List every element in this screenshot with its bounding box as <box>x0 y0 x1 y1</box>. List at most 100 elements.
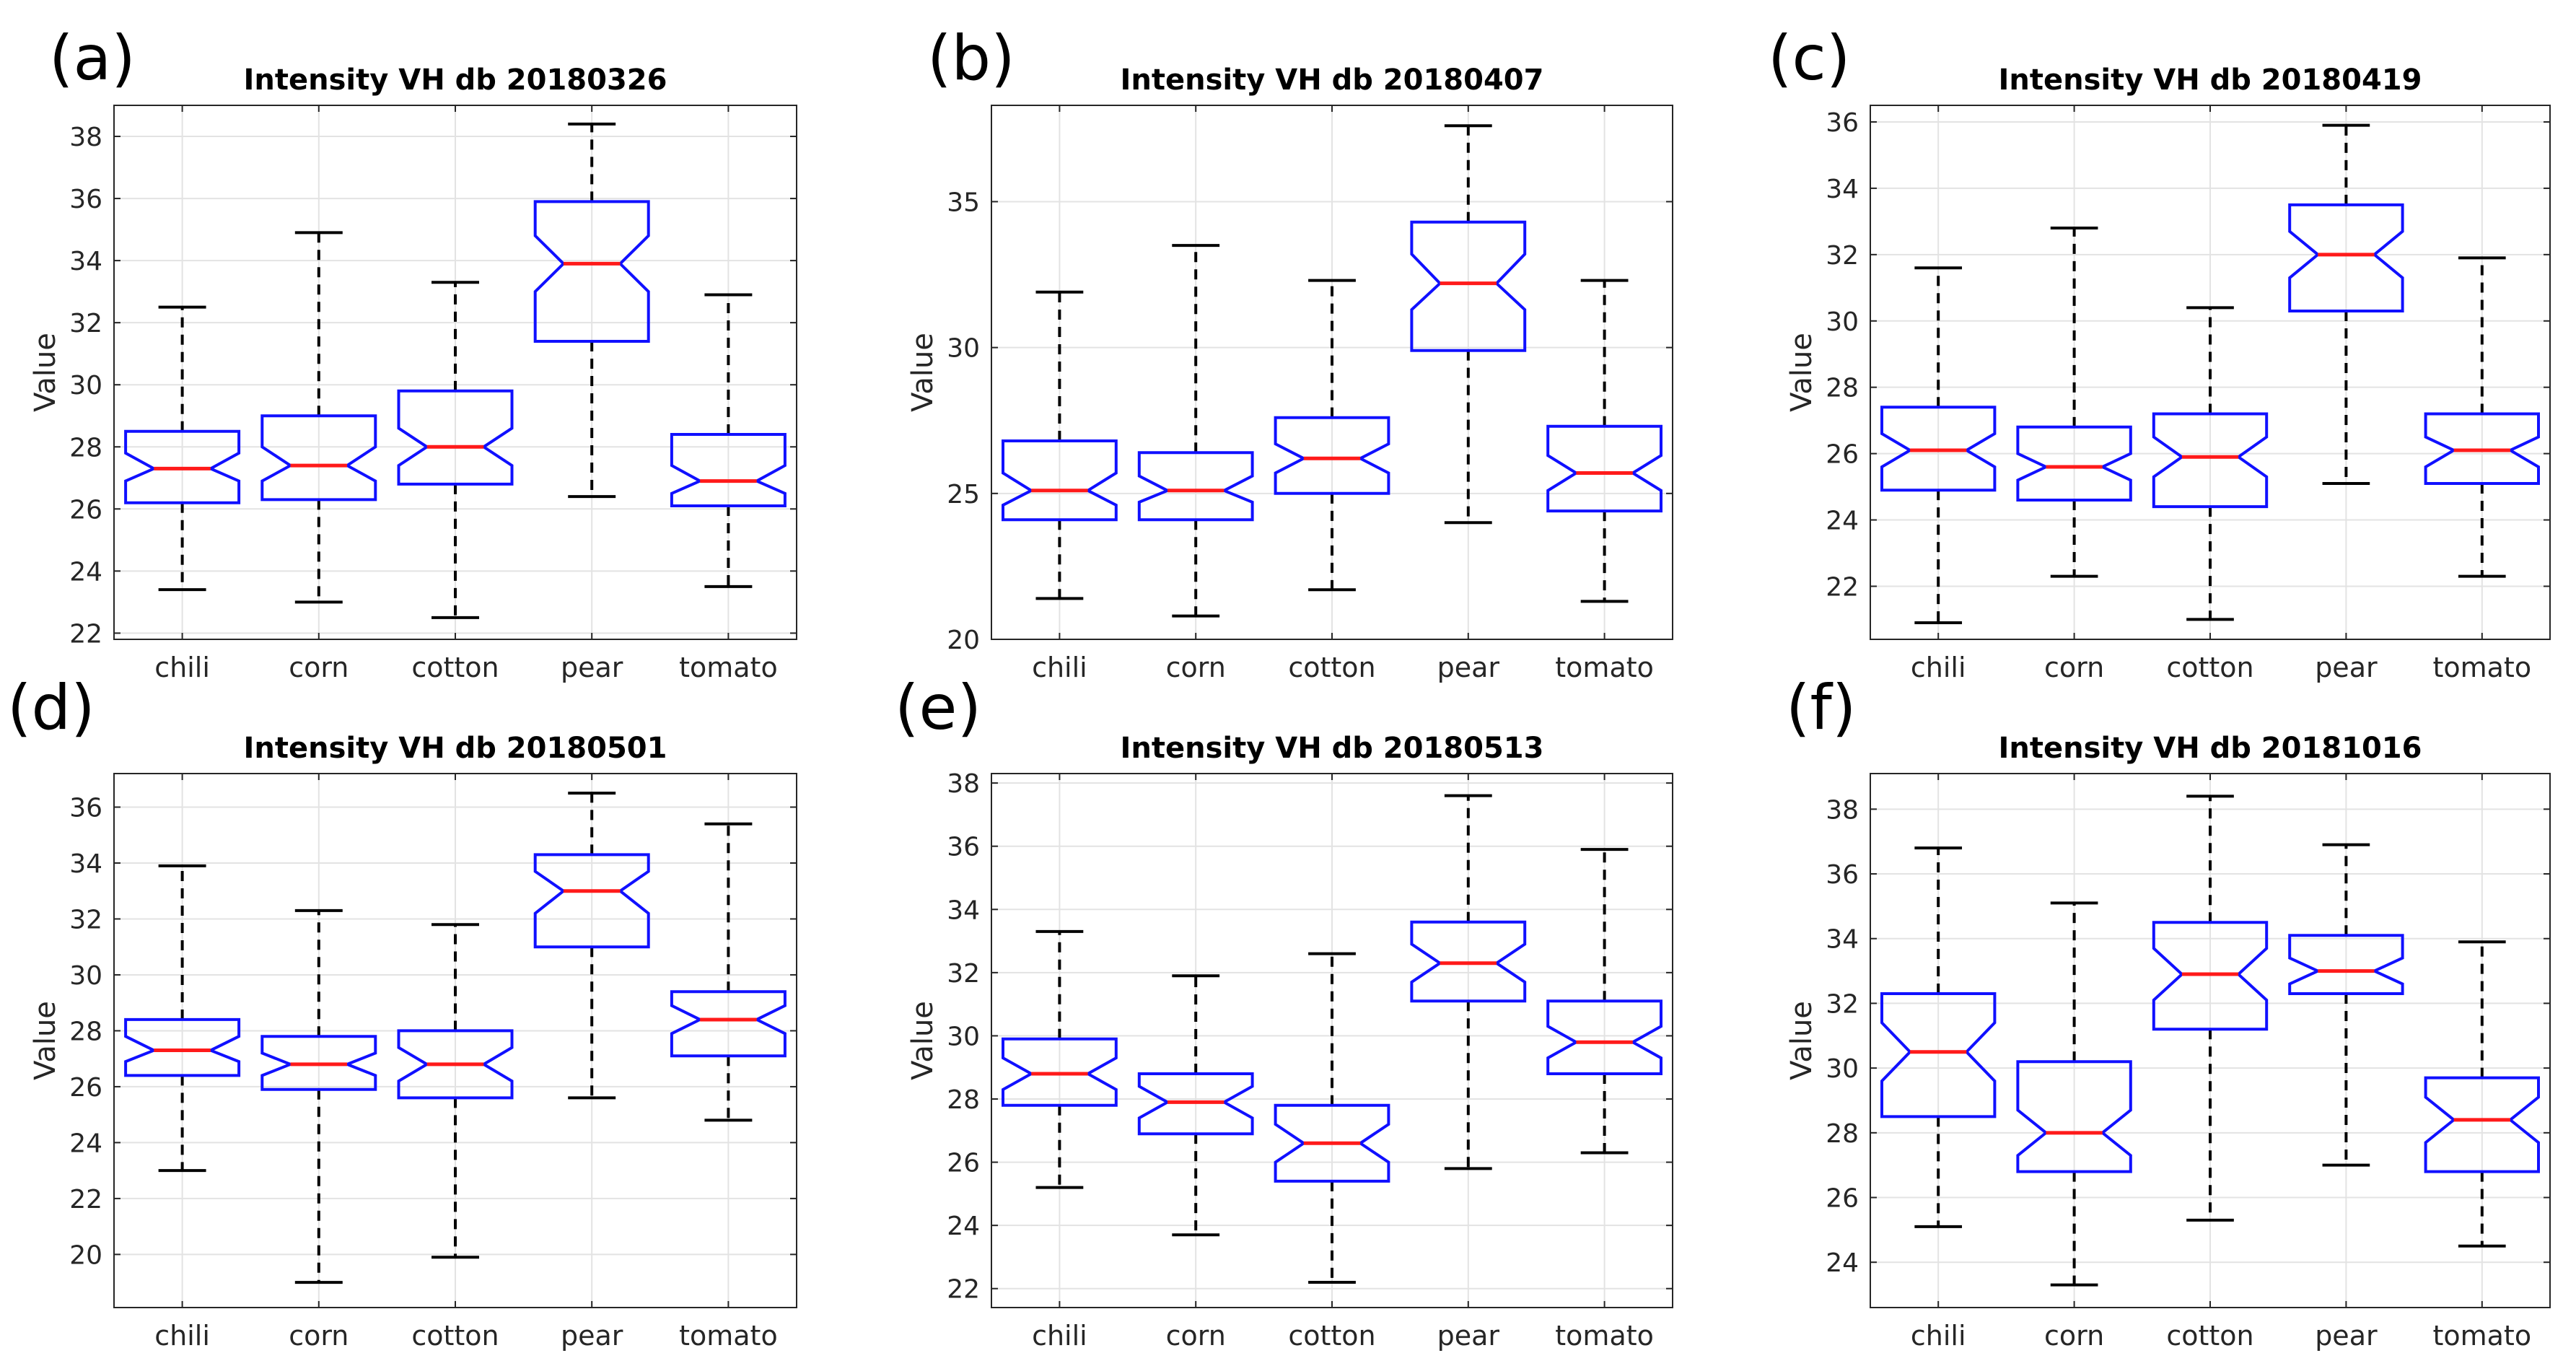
y-tick-label: 25 <box>947 480 980 509</box>
box-chili <box>1002 290 1118 600</box>
box-pear <box>533 122 650 499</box>
y-tick-label: 34 <box>1826 175 1859 204</box>
y-tick-label: 36 <box>69 185 102 214</box>
box-chili <box>124 305 241 592</box>
box-corn <box>1137 974 1254 1237</box>
panel-label: (a) <box>49 22 136 95</box>
y-tick-label: 22 <box>947 1275 980 1305</box>
box-chili <box>1880 266 1997 625</box>
notched-box <box>1002 439 1118 522</box>
x-tick-label: tomato <box>679 652 778 683</box>
chart-title: Intensity VH db 20180501 <box>244 732 667 765</box>
y-tick-label: 32 <box>947 959 980 989</box>
box-corn <box>260 231 377 604</box>
x-tick-label: chili <box>1032 652 1087 683</box>
y-tick-label: 22 <box>69 1185 102 1214</box>
notched-box <box>260 1035 377 1091</box>
x-tick-label: tomato <box>1555 1320 1654 1352</box>
x-tick-label: pear <box>561 652 623 683</box>
notched-box <box>260 414 377 502</box>
y-axis-label: Value <box>1785 333 1818 412</box>
notched-box <box>1546 999 1662 1075</box>
box-cotton <box>2152 306 2269 621</box>
chart-title: Intensity VH db 20181016 <box>1999 732 2422 765</box>
y-axis-label: Value <box>906 333 939 412</box>
notched-box <box>533 853 650 949</box>
box-pear <box>1410 124 1527 525</box>
box-pear <box>2288 843 2404 1167</box>
y-tick-label: 36 <box>1826 860 1859 890</box>
x-tick-label: corn <box>1166 1320 1226 1352</box>
x-tick-label: corn <box>289 1320 349 1352</box>
notched-box <box>1546 424 1662 513</box>
y-tick-label: 34 <box>69 247 102 276</box>
box-corn <box>1137 244 1254 618</box>
chart-panel-5: (e) Intensity VH db 20180513 22 24 26 28 30 32 3… <box>895 672 1673 1352</box>
y-tick-label: 36 <box>1826 108 1859 138</box>
notched-box <box>2288 934 2404 995</box>
x-tick-label: pear <box>561 1320 623 1352</box>
notched-box <box>2016 1060 2132 1173</box>
box-pear <box>533 792 650 1100</box>
notched-box <box>670 990 787 1058</box>
x-tick-label: tomato <box>2432 1320 2531 1352</box>
y-tick-label: 30 <box>947 1022 980 1051</box>
panel-label: (c) <box>1768 22 1850 95</box>
y-tick-label: 26 <box>69 495 102 525</box>
x-tick-label: corn <box>2044 652 2104 683</box>
x-tick-label: chili <box>154 1320 210 1352</box>
y-axis-label: Value <box>1785 1001 1818 1080</box>
y-tick-label: 20 <box>947 626 980 655</box>
x-tick-label: corn <box>1166 652 1226 683</box>
y-tick-label: 24 <box>69 1129 102 1158</box>
x-tick-label: chili <box>1911 652 1966 683</box>
notched-box <box>1410 920 1527 1003</box>
box-tomato <box>2424 256 2540 578</box>
y-axis-label: Value <box>906 1001 939 1080</box>
y-axis-label: Value <box>29 333 62 412</box>
notched-box <box>2424 1076 2540 1173</box>
y-tick-label: 32 <box>1826 241 1859 271</box>
box-pear <box>1410 794 1527 1170</box>
y-tick-label: 30 <box>69 371 102 400</box>
box-cotton <box>1274 952 1390 1284</box>
notched-box <box>1274 416 1390 495</box>
notched-box <box>1137 451 1254 522</box>
notched-box <box>1880 406 1997 492</box>
notched-box <box>1002 1037 1118 1107</box>
box-tomato <box>670 822 787 1122</box>
y-tick-label: 24 <box>1826 507 1859 536</box>
panel-label: (d) <box>7 672 95 744</box>
panel-label: (f) <box>1786 672 1856 744</box>
box-chili <box>1002 929 1118 1189</box>
notched-box <box>533 200 650 343</box>
notched-box <box>124 1017 241 1077</box>
y-tick-label: 28 <box>1826 1119 1859 1149</box>
y-tick-label: 32 <box>1826 989 1859 1019</box>
box-tomato <box>1546 279 1662 603</box>
notched-box <box>2152 921 2269 1031</box>
box-corn <box>2016 227 2132 578</box>
box-corn <box>2016 901 2132 1287</box>
chart-title: Intensity VH db 20180513 <box>1121 732 1544 765</box>
x-tick-label: cotton <box>1288 1320 1375 1352</box>
x-tick-label: tomato <box>2432 652 2531 683</box>
x-tick-label: pear <box>2315 1320 2378 1352</box>
box-cotton <box>1274 279 1390 592</box>
y-tick-label: 26 <box>1826 440 1859 470</box>
y-tick-label: 38 <box>1826 795 1859 825</box>
x-tick-label: tomato <box>1555 652 1654 683</box>
box-pear <box>2288 123 2404 485</box>
x-tick-label: tomato <box>679 1320 778 1352</box>
y-axis-label: Value <box>29 1001 62 1080</box>
y-tick-label: 26 <box>69 1073 102 1103</box>
x-tick-label: cotton <box>2166 652 2253 683</box>
notched-box <box>1274 1103 1390 1183</box>
panel-label: (b) <box>927 22 1015 95</box>
y-tick-label: 28 <box>69 1017 102 1046</box>
x-tick-label: pear <box>1437 1320 1500 1352</box>
chart-panel-2: (b) Intensity VH db 20180407 20 25 30 35 chili… <box>906 22 1673 683</box>
x-tick-label: cotton <box>2166 1320 2253 1352</box>
